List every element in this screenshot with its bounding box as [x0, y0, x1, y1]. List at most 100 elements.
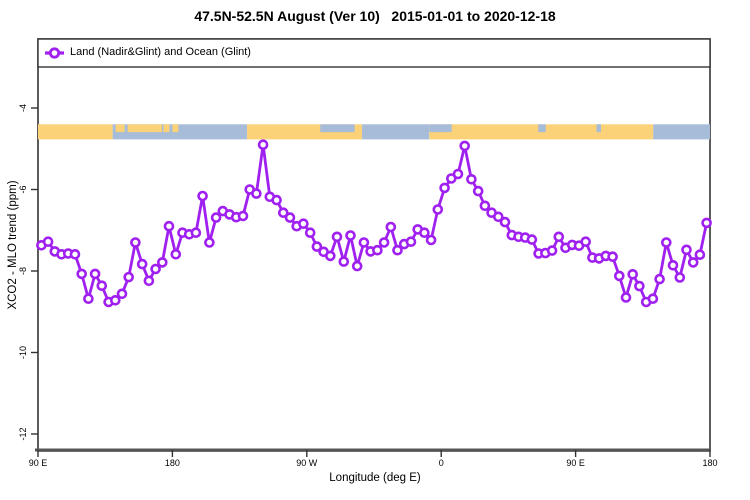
data-point-marker [553, 231, 565, 243]
data-point-marker [136, 258, 148, 270]
x-tick-label: 90 W [296, 458, 318, 468]
data-point-marker [204, 237, 215, 248]
data-point-marker [237, 210, 249, 222]
data-point-marker [130, 237, 141, 248]
x-tick-label: 180 [165, 458, 180, 468]
data-point-marker [647, 293, 659, 305]
data-point-marker [116, 288, 128, 300]
map-strip-patch-land [163, 124, 170, 133]
data-point-marker [546, 245, 558, 256]
data-point-marker [150, 263, 161, 275]
x-axis-label: Longitude (deg E) [329, 472, 421, 484]
data-point-marker [687, 257, 699, 268]
legend-label: Land (Nadir&Glint) and Ocean (Glint) [70, 46, 251, 58]
x-tick-label: 90 E [566, 458, 585, 468]
y-axis-label: XCO2 - MLO trend (ppm) [7, 180, 19, 310]
data-point-marker [607, 251, 618, 263]
map-strip-patch-ocean [596, 124, 601, 133]
data-point-marker [298, 218, 309, 229]
map-strip-patch-land [115, 124, 125, 133]
data-point-marker [452, 168, 464, 180]
data-point-marker [667, 259, 679, 271]
data-point-marker [76, 268, 87, 280]
y-tick-label: -8 [18, 267, 28, 275]
data-point-marker [660, 237, 672, 248]
data-point-marker [479, 200, 491, 212]
y-tick-label: -10 [18, 346, 28, 359]
data-point-marker [674, 272, 686, 283]
data-point-marker [425, 234, 437, 246]
y-tick-label: -6 [18, 185, 28, 193]
data-point-marker [143, 275, 155, 287]
data-point-marker [358, 237, 370, 248]
data-point-marker [419, 227, 430, 238]
data-point-marker [170, 249, 182, 260]
x-tick-label: 180 [702, 458, 717, 468]
map-strip-patch-land [127, 124, 162, 133]
data-point-marker [432, 204, 444, 215]
data-point-marker [163, 220, 175, 232]
data-point-marker [277, 207, 289, 218]
data-point-marker [251, 188, 262, 199]
data-point-marker [580, 236, 592, 247]
data-point-marker [351, 260, 363, 272]
data-point-marker [271, 194, 282, 206]
data-point-marker [89, 268, 101, 280]
data-point-marker [627, 268, 639, 280]
data-point-marker [405, 236, 417, 247]
data-point-marker [257, 139, 269, 150]
data-point-marker [69, 249, 81, 260]
data-point-marker [466, 174, 477, 185]
data-point-marker [190, 227, 202, 238]
data-point-marker [210, 212, 222, 223]
data-point-marker [526, 234, 538, 245]
data-point-marker [157, 257, 168, 268]
legend-series-icon [45, 47, 64, 59]
chart-title: 47.5N-52.5N August (Ver 10) 2015-01-01 t… [194, 8, 556, 24]
data-point-marker [701, 217, 712, 229]
map-strip-patch-ocean [429, 124, 452, 133]
data-point-marker [311, 241, 323, 252]
data-point-marker [338, 256, 350, 267]
data-point-marker [284, 212, 296, 223]
map-strip-patch-ocean [320, 124, 355, 133]
data-point-marker [613, 270, 625, 282]
data-point-marker [378, 237, 390, 248]
data-line [40, 143, 708, 304]
legend-box [37, 38, 711, 68]
x-tick-label: 0 [439, 458, 444, 468]
data-point-marker [681, 244, 692, 256]
data-point-marker [472, 185, 484, 197]
data-point-marker [385, 221, 397, 233]
data-point-marker [324, 250, 336, 262]
data-point-marker [123, 271, 134, 283]
data-point-marker [492, 211, 504, 223]
data-point-marker [331, 231, 343, 243]
data-point-marker [42, 236, 54, 247]
map-strip-patch-ocean [538, 124, 546, 133]
y-tick-label: -12 [18, 427, 28, 440]
data-point-marker [499, 216, 511, 228]
data-point-marker [83, 293, 94, 305]
data-point-marker [197, 190, 208, 202]
chart-dynamic-layer: 90 E 180 90 W 0 90 E 180 -4 -6 -8 -10 -12 [18, 104, 718, 468]
data-point-marker [110, 294, 121, 306]
data-point-marker [620, 292, 632, 303]
data-point-marker [459, 140, 471, 152]
data-point-marker [654, 273, 665, 285]
x-tick-label: 90 E [29, 458, 48, 468]
data-point-marker [304, 227, 316, 238]
map-strip-land [38, 124, 113, 140]
data-point-marker [345, 230, 356, 241]
data-point-marker [392, 244, 403, 256]
data-point-marker [96, 280, 108, 292]
data-point-marker [634, 280, 645, 292]
map-strip-patch-land [172, 124, 179, 133]
data-point-marker [439, 182, 450, 194]
map-strip-ocean [362, 124, 430, 140]
y-tick-label: -4 [18, 104, 28, 112]
data-point-marker [694, 249, 706, 260]
data-point-marker [372, 244, 383, 256]
